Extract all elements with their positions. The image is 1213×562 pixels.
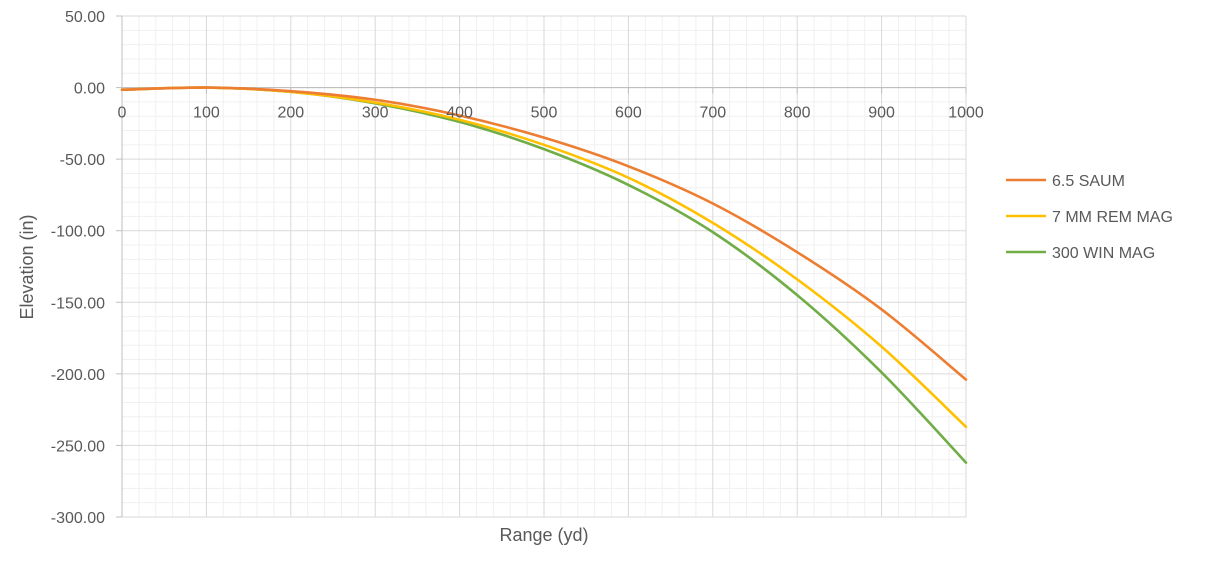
x-tick-label: 600: [615, 105, 642, 122]
y-tick-label: -300.00: [51, 510, 105, 527]
x-tick-label: 700: [699, 105, 726, 122]
x-tick-label: 800: [784, 105, 811, 122]
legend-label-7-mm-rem-mag: 7 MM REM MAG: [1052, 209, 1173, 226]
y-tick-label: -50.00: [60, 152, 105, 169]
y-tick-labels: 50.00 0.00 -50.00 -100.00 -150.00 -200.00 -250…: [51, 9, 105, 527]
y-tick-label: -200.00: [51, 367, 105, 384]
x-axis-title: Range (yd): [499, 525, 588, 545]
x-tick-label: 500: [531, 105, 558, 122]
y-tick-label: -150.00: [51, 295, 105, 312]
x-tick-label: 900: [868, 105, 895, 122]
x-tick-label: 200: [277, 105, 304, 122]
x-tick-label: 100: [193, 105, 220, 122]
y-tick-label: -250.00: [51, 438, 105, 455]
series-line-6-5-saum: [120, 86, 968, 381]
legend-label-300-win-mag: 300 WIN MAG: [1052, 245, 1155, 262]
legend: 6.5 SAUM 7 MM REM MAG 300 WIN MAG: [1006, 173, 1173, 262]
x-tick-label: 400: [446, 105, 473, 122]
y-axis-title: Elevation (in): [17, 214, 37, 319]
x-tick-label: 1000: [948, 105, 984, 122]
x-tick-label: 0: [118, 105, 127, 122]
y-tick-label: -100.00: [51, 224, 105, 241]
x-tick-label: 300: [362, 105, 389, 122]
y-tick-label: 0.00: [74, 81, 105, 98]
x-tick-labels: 0 100 200 300 400 500 600 700 800 900 1000: [118, 105, 984, 122]
axes: [116, 15, 967, 518]
legend-label-6-5-saum: 6.5 SAUM: [1052, 173, 1125, 190]
series-lines: [120, 86, 968, 464]
y-tick-label: 50.00: [65, 9, 105, 26]
